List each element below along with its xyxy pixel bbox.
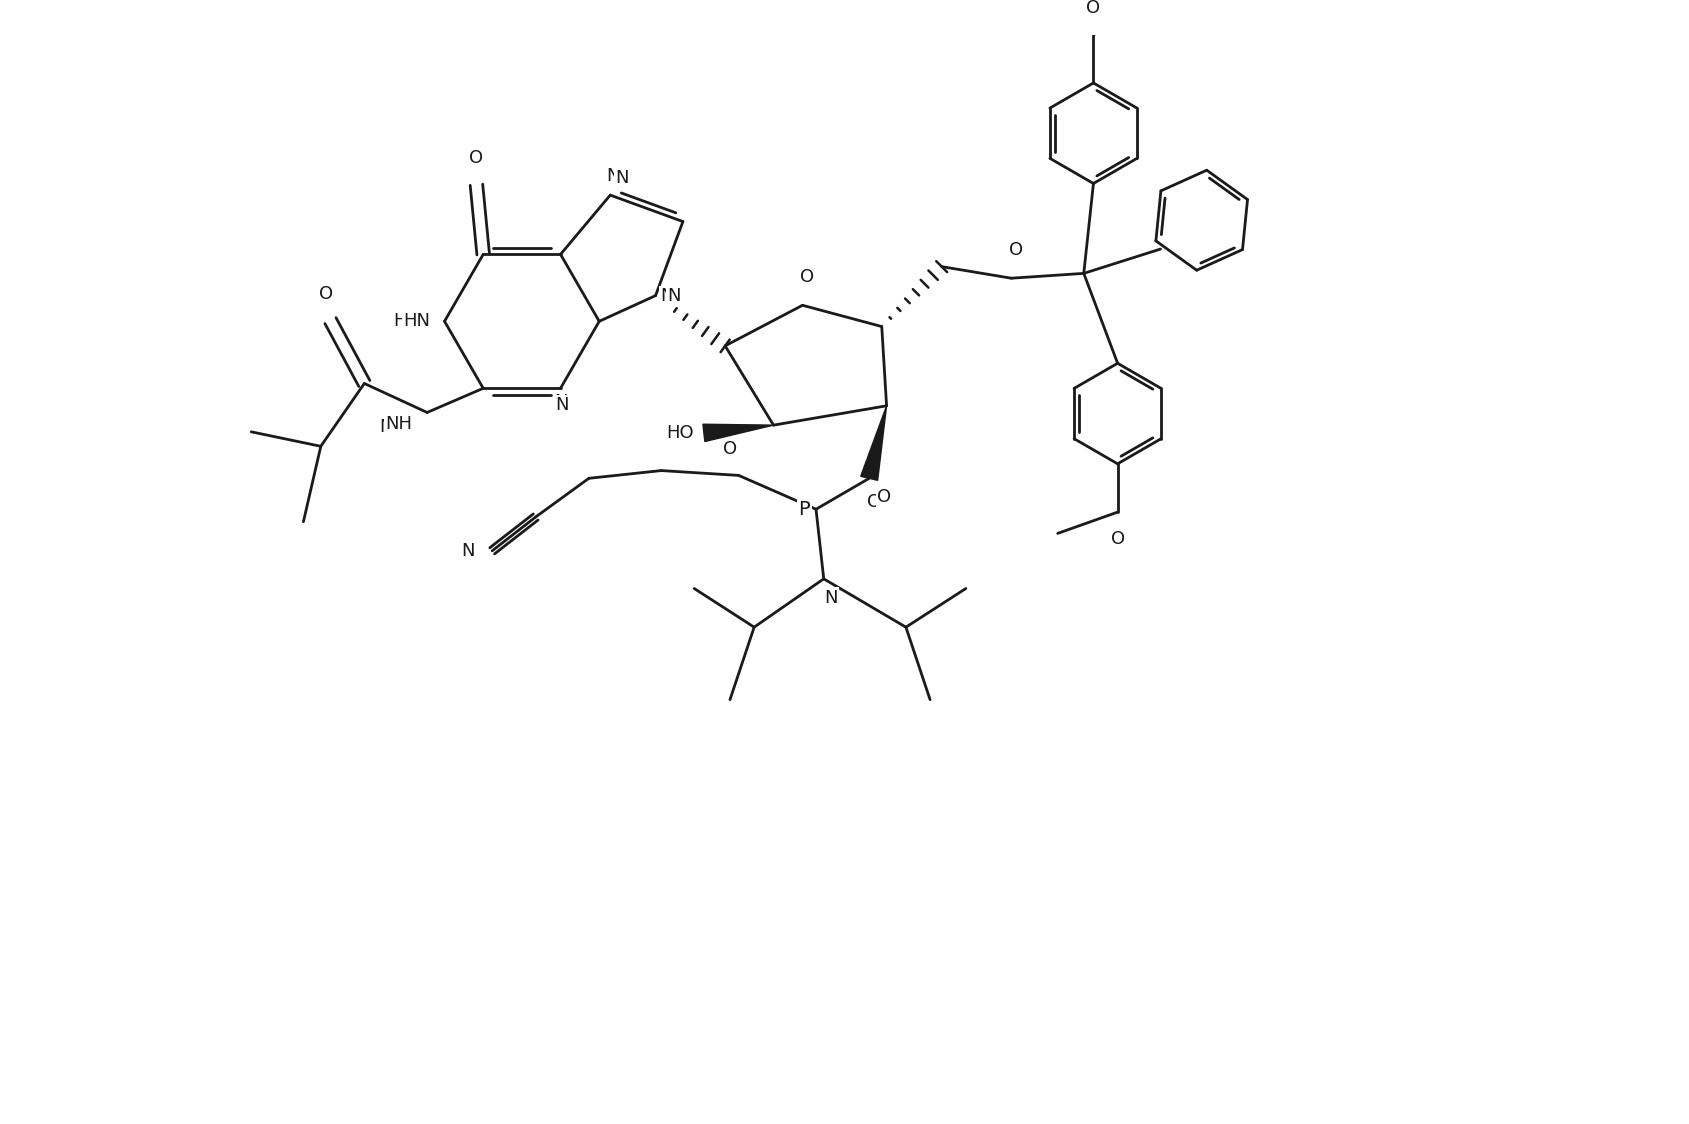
Text: N: N: [556, 396, 569, 414]
Text: O: O: [1007, 241, 1020, 259]
Text: O: O: [1086, 0, 1100, 17]
Text: N: N: [606, 167, 620, 185]
Text: O: O: [470, 149, 483, 167]
Text: P: P: [796, 505, 807, 524]
Polygon shape: [860, 406, 887, 480]
Text: HN: HN: [402, 312, 429, 330]
Text: O: O: [723, 439, 736, 457]
Text: NH: NH: [385, 415, 412, 433]
Text: O: O: [319, 285, 333, 303]
Text: N: N: [461, 542, 475, 560]
Text: HO: HO: [665, 424, 694, 442]
Polygon shape: [703, 424, 774, 442]
Text: N: N: [824, 589, 838, 607]
Text: O: O: [1110, 529, 1123, 547]
Text: N: N: [615, 170, 628, 188]
Text: O: O: [801, 268, 814, 285]
Text: N: N: [461, 546, 475, 564]
Text: P: P: [799, 500, 809, 519]
Text: O: O: [1008, 241, 1022, 259]
Text: O: O: [866, 492, 880, 510]
Text: O: O: [319, 285, 333, 303]
Text: O: O: [801, 268, 814, 285]
Text: NH: NH: [378, 418, 405, 436]
Text: O: O: [877, 488, 890, 506]
Text: N: N: [660, 287, 674, 305]
Text: O: O: [470, 149, 483, 167]
Text: HO: HO: [664, 427, 692, 445]
Text: N: N: [667, 287, 681, 305]
Text: N: N: [554, 393, 568, 411]
Text: HN: HN: [394, 312, 421, 330]
Text: O: O: [1086, 0, 1100, 17]
Text: O: O: [720, 439, 733, 457]
Text: O: O: [1110, 529, 1123, 547]
Text: N: N: [821, 590, 834, 608]
